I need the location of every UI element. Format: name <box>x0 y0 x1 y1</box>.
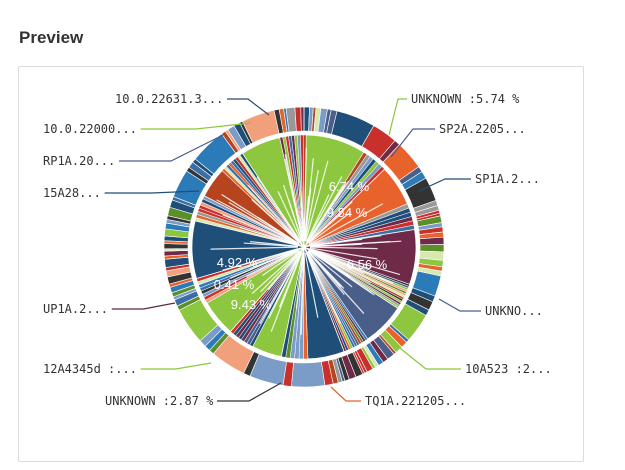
preview-panel: 9.84 % 6.56 % 4.92 % 9.43 % 0.41 % 6.74 % 10.… <box>18 66 584 462</box>
callout-label: 10.0.22000... <box>43 122 137 136</box>
label-spoke <box>262 249 300 276</box>
callout-label: UNKNO... <box>485 304 543 318</box>
label-spoke <box>306 194 330 242</box>
inner-pie <box>191 134 417 360</box>
label-spoke <box>306 252 342 324</box>
callout-leader-line <box>111 302 176 310</box>
label-spoke <box>260 250 301 293</box>
inner-percent-label: 9.84 % <box>327 205 368 220</box>
callout-leader-line <box>119 134 224 162</box>
label-spoke <box>256 176 302 243</box>
callout-labels: 10.0.22631.3... 10.0.22000... RP1A.20... 15… <box>43 92 552 408</box>
label-spoke <box>309 238 363 247</box>
inner-percent-label: 9.43 % <box>231 297 272 312</box>
label-spoke <box>308 250 353 288</box>
label-spoke <box>255 248 299 262</box>
label-spoke <box>284 154 304 242</box>
label-spoke <box>246 249 299 278</box>
callout-label: SP1A.2... <box>475 172 540 186</box>
label-spoke <box>268 252 302 319</box>
label-spoke <box>221 193 300 245</box>
label-spoke <box>304 252 319 318</box>
label-spoke <box>309 246 378 250</box>
label-spoke <box>308 249 375 296</box>
label-spoke <box>306 180 350 243</box>
callout-leader-line <box>438 298 481 312</box>
label-spoke <box>306 176 343 242</box>
callout-leader-line <box>388 98 407 136</box>
label-spoke <box>300 191 305 242</box>
label-spoke <box>308 249 351 278</box>
callout-leader-line <box>227 98 270 116</box>
inner-percent-label: 6.74 % <box>329 179 370 194</box>
label-spoke <box>239 226 299 246</box>
label-spoke <box>309 249 371 284</box>
callout-label: RP1A.20... <box>43 154 115 168</box>
label-spoke <box>309 248 401 276</box>
callout-label: 10.0.22631.3... <box>115 92 223 106</box>
label-spoke <box>307 251 345 296</box>
label-spoke <box>216 199 300 245</box>
label-spoke <box>277 191 303 242</box>
label-spoke <box>210 246 299 250</box>
callout-label: UP1A.2... <box>43 302 108 316</box>
label-spoke <box>309 248 365 274</box>
callout-label: UNKNOWN :2.87 % <box>105 394 214 408</box>
callout-leader-line <box>140 122 252 130</box>
callout-leader-line <box>104 190 200 194</box>
callout-leader-line <box>330 386 361 402</box>
callout-leader-line <box>217 382 282 402</box>
label-spoke <box>247 184 301 243</box>
label-spoke <box>222 214 299 246</box>
label-spoke <box>307 250 345 289</box>
label-spoke <box>243 242 299 248</box>
outer-slice[interactable] <box>291 361 326 388</box>
callout-label: TQ1A.221205... <box>365 394 466 408</box>
label-spoke <box>300 252 305 335</box>
label-spoke <box>308 203 383 245</box>
label-spoke <box>251 250 300 295</box>
outer-ring <box>163 106 445 388</box>
pie-chart: 9.84 % 6.56 % 4.92 % 9.43 % 0.41 % 6.74 % 10.… <box>43 92 552 408</box>
label-spoke <box>295 252 304 309</box>
callout-leader-line <box>140 362 212 370</box>
label-spoke <box>228 201 300 245</box>
label-spoke <box>267 251 301 291</box>
inner-percent-label: 0.41 % <box>214 277 255 292</box>
outer-slice[interactable] <box>300 106 305 132</box>
callout-label: UNKNOWN :5.74 % <box>411 92 520 106</box>
callout-label: SP2A.2205... <box>439 122 526 136</box>
label-spoke <box>309 243 363 248</box>
outer-slice[interactable] <box>419 236 445 246</box>
inner-percent-label: 4.92 % <box>217 255 258 270</box>
outer-slice[interactable] <box>419 244 445 253</box>
callout-leader-line <box>390 128 435 158</box>
label-spoke <box>308 211 352 244</box>
label-spoke <box>251 198 300 244</box>
preview-heading: Preview <box>19 28 84 47</box>
callout-label: 12A4345d :... <box>43 362 137 376</box>
label-spoke <box>305 160 329 242</box>
callout-label: 15A28... <box>43 186 101 200</box>
callout-leader-line <box>390 340 461 370</box>
label-spoke <box>304 170 319 242</box>
label-spoke <box>303 148 307 242</box>
label-spokes <box>210 148 402 335</box>
label-spoke <box>279 252 303 308</box>
label-spoke <box>307 201 353 244</box>
label-spoke <box>287 199 303 242</box>
label-spoke <box>259 251 302 325</box>
label-spoke <box>309 247 378 260</box>
callout-label: 10A523 :2... <box>465 362 552 376</box>
callout-leader-line <box>418 178 471 192</box>
inner-percent-label: 6.56 % <box>347 257 388 272</box>
label-spoke <box>249 248 299 271</box>
label-spoke <box>303 195 310 242</box>
inner-labels: 9.84 % 6.56 % 4.92 % 9.43 % 0.41 % 6.74 % <box>214 179 388 312</box>
label-spoke <box>309 248 370 270</box>
